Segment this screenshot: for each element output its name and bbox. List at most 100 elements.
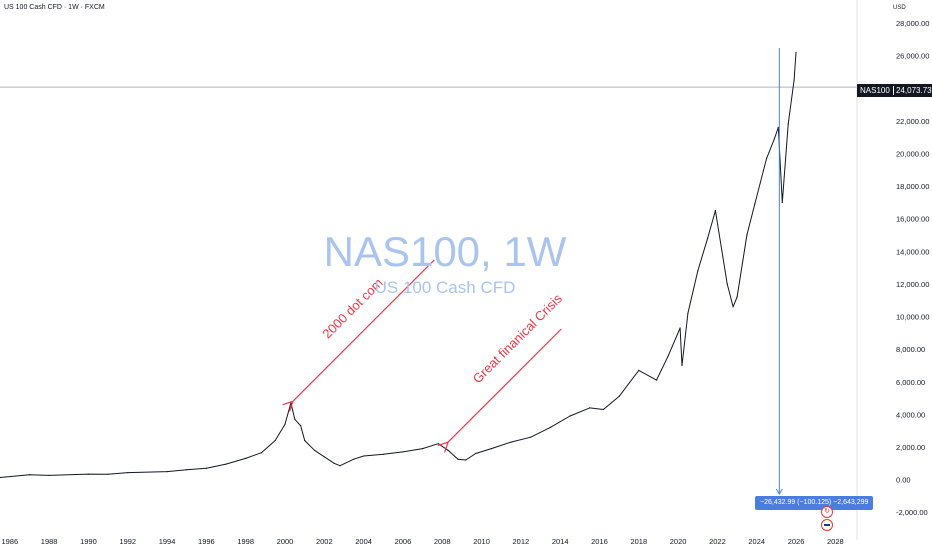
y-tick-label: 18,000.00 xyxy=(896,182,929,191)
x-tick-label: 2024 xyxy=(748,537,765,546)
earnings-event-icon[interactable]: ↻ xyxy=(821,506,833,518)
measure-arrowhead xyxy=(775,488,783,495)
price-point xyxy=(773,138,776,140)
x-tick-label: 1998 xyxy=(237,537,254,546)
price-point xyxy=(787,123,789,125)
y-tick-label: 28,000.00 xyxy=(896,19,929,28)
price-point xyxy=(28,474,31,476)
price-point xyxy=(681,364,683,367)
price-point xyxy=(687,312,689,314)
y-tick-label: 26,000.00 xyxy=(896,52,929,61)
watermark-description: US 100 Cash CFD xyxy=(374,278,516,297)
price-point xyxy=(475,452,477,455)
y-tick-label: 16,000.00 xyxy=(896,215,929,224)
price-point xyxy=(510,441,512,443)
price-point xyxy=(323,456,325,458)
price-point xyxy=(490,448,492,450)
price-point xyxy=(777,126,779,128)
price-point xyxy=(530,436,532,438)
chart-header-title: US 100 Cash CFD · 1W · FXCM xyxy=(4,4,105,11)
price-point xyxy=(726,283,728,285)
y-tick-label: 8,000.00 xyxy=(896,345,925,354)
price-point xyxy=(339,465,341,467)
last-price-tag: NAS100 24,073.73 xyxy=(857,84,932,97)
y-tick-label: 0.00 xyxy=(896,476,911,485)
flag-event-icon[interactable] xyxy=(821,519,833,531)
price-point xyxy=(447,449,449,451)
price-point xyxy=(457,458,459,460)
price-point xyxy=(294,418,296,420)
price-point xyxy=(225,463,227,465)
price-point xyxy=(127,472,129,474)
annotation-arrow[interactable] xyxy=(293,259,435,401)
price-point xyxy=(746,234,748,236)
price-point xyxy=(382,453,384,455)
price-point xyxy=(422,448,424,450)
y-tick-label: 10,000.00 xyxy=(896,313,929,322)
price-point xyxy=(48,474,50,476)
x-tick-label: 2026 xyxy=(788,537,805,546)
price-point xyxy=(569,415,571,417)
price-point xyxy=(732,306,734,308)
price-point xyxy=(667,355,669,357)
x-tick-label: 1988 xyxy=(41,537,58,546)
time-axis[interactable]: 1986 1988 1990 1992 1994 1996 1998 2000 2002 2004… xyxy=(1,537,843,546)
x-tick-label: 2010 xyxy=(473,537,490,546)
y-tick-label: 12,000.00 xyxy=(896,280,929,289)
price-point xyxy=(697,270,699,272)
price-point xyxy=(245,457,247,459)
y-tick-label: 4,000.00 xyxy=(896,410,925,419)
annotation-arrow[interactable] xyxy=(448,328,562,442)
price-point xyxy=(793,79,795,81)
last-price-symbol: NAS100 xyxy=(860,86,894,95)
price-point xyxy=(602,408,605,411)
x-tick-label: 2004 xyxy=(355,537,372,546)
price-axis[interactable]: 28,000.0026,000.0024,000.0022,000.0020,0… xyxy=(856,0,929,540)
price-point xyxy=(437,443,439,445)
y-tick-label: 14,000.00 xyxy=(896,247,929,256)
y-tick-label: 22,000.00 xyxy=(896,117,929,126)
y-tick-label: 2,000.00 xyxy=(896,443,925,452)
y-tick-label: 20,000.00 xyxy=(896,149,929,158)
x-tick-label: 1996 xyxy=(198,537,215,546)
measure-label: −26,432.99 (−100.125) −2,643,299 xyxy=(755,496,874,510)
price-point xyxy=(304,439,306,442)
price-point xyxy=(549,426,551,428)
y-tick-label: -2,000.00 xyxy=(896,508,928,517)
price-point xyxy=(87,473,89,475)
price-point xyxy=(618,395,620,397)
price-point xyxy=(300,425,302,427)
price-point xyxy=(205,467,207,469)
last-price-value: 24,073.73 xyxy=(896,86,932,95)
watermark-symbol: NAS100, 1W xyxy=(323,228,567,275)
price-point xyxy=(465,459,467,461)
price-point xyxy=(274,439,276,442)
x-tick-label: 2014 xyxy=(552,537,569,546)
price-point xyxy=(107,473,109,475)
price-point xyxy=(679,327,681,329)
x-tick-label: 1986 xyxy=(1,537,18,546)
currency-label: USD xyxy=(893,5,906,11)
price-point xyxy=(363,455,365,457)
price-point xyxy=(781,201,783,203)
x-tick-label: 2006 xyxy=(395,537,412,546)
x-tick-label: 2022 xyxy=(709,537,726,546)
price-point xyxy=(333,462,335,464)
price-point xyxy=(754,203,756,205)
x-tick-label: 1992 xyxy=(119,537,136,546)
price-point xyxy=(353,458,355,460)
price-point xyxy=(313,449,316,451)
x-tick-label: 1990 xyxy=(80,537,97,546)
price-point xyxy=(714,210,717,212)
price-point xyxy=(795,51,797,54)
x-tick-label: 2000 xyxy=(277,537,294,546)
x-tick-label: 2028 xyxy=(827,537,844,546)
annotation-label: Great finanical Crisis xyxy=(470,290,566,386)
x-tick-label: 2016 xyxy=(591,537,608,546)
price-point xyxy=(260,452,262,454)
x-tick-label: 2002 xyxy=(316,537,333,546)
x-tick-label: 1994 xyxy=(159,537,176,546)
price-point xyxy=(707,237,709,239)
price-point xyxy=(589,407,591,409)
